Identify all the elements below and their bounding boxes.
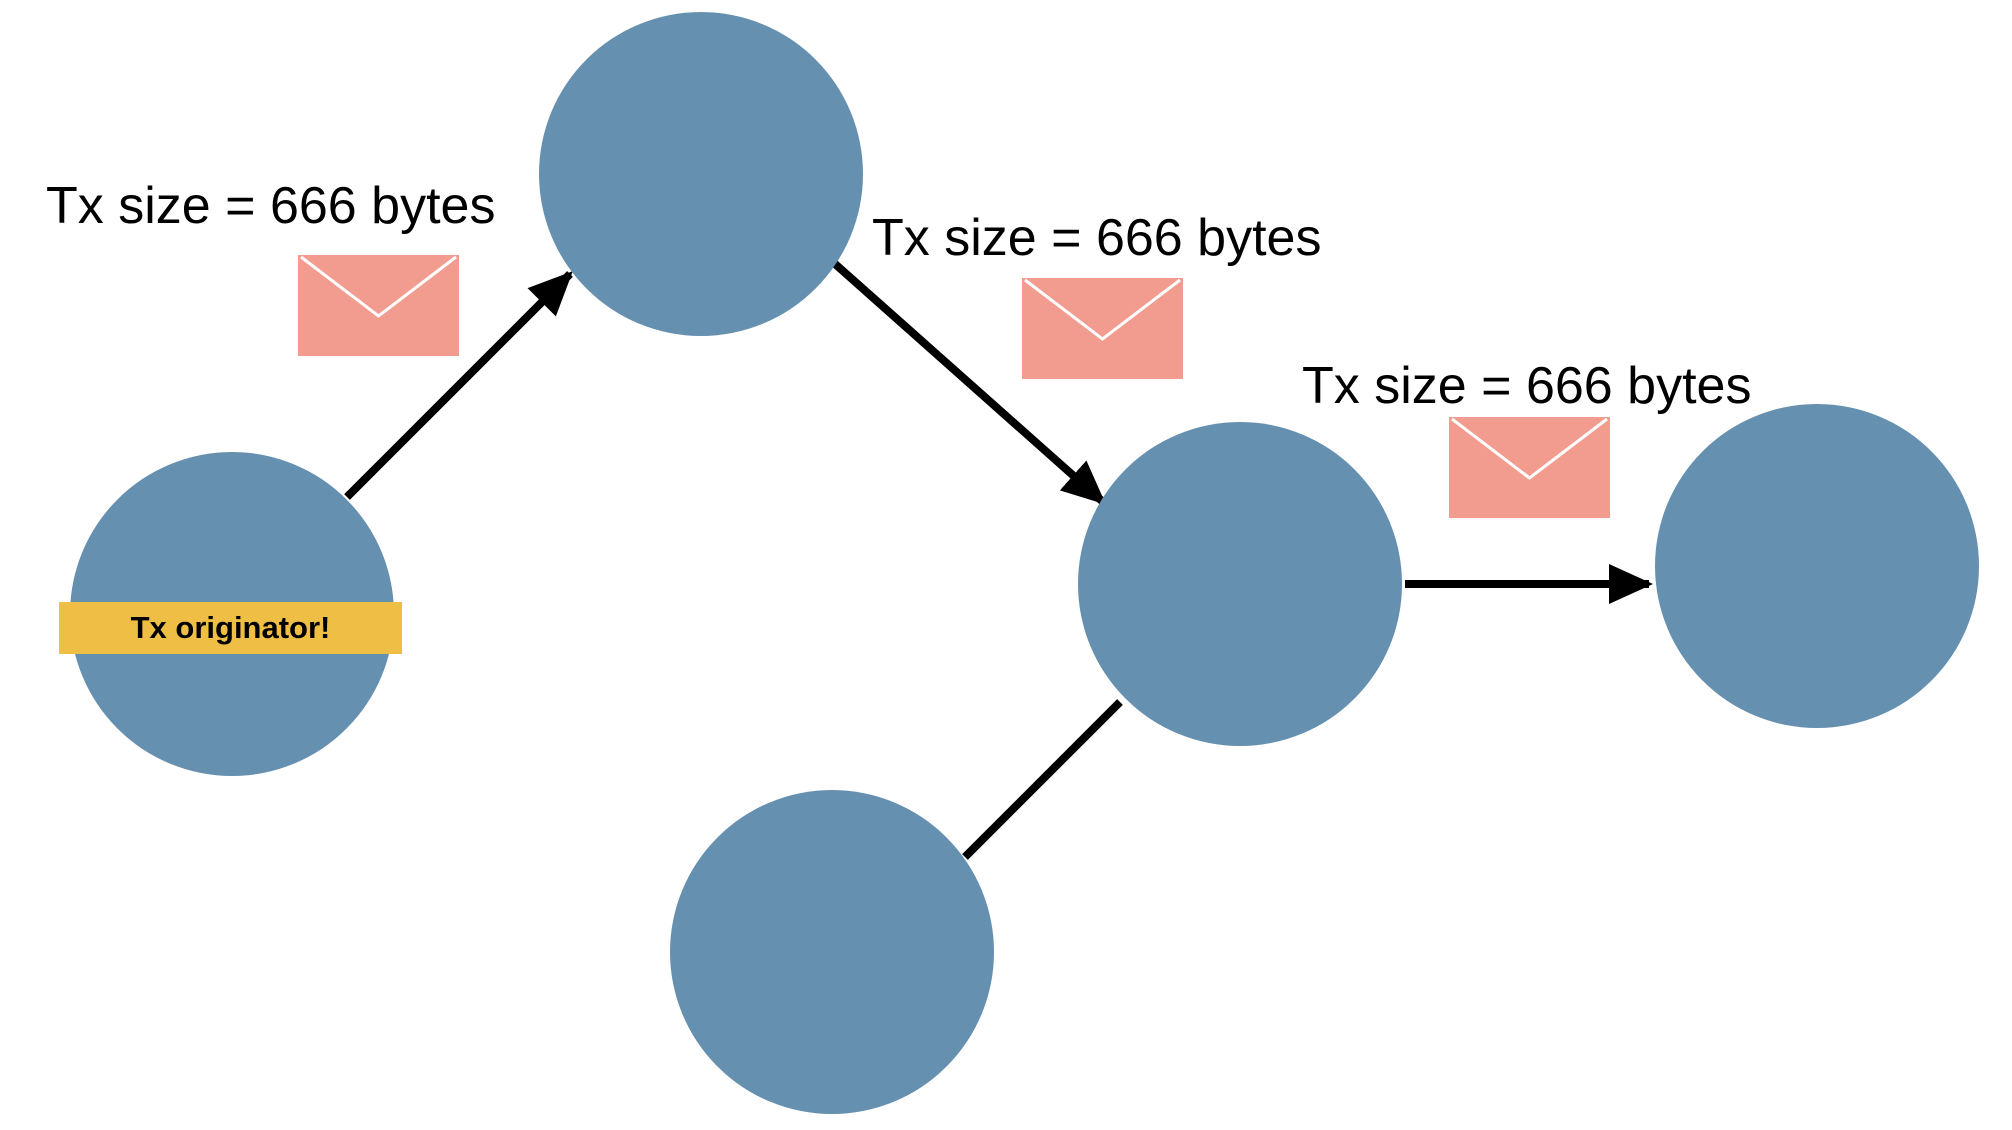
message-size-label-1: Tx size = 666 bytes: [46, 177, 496, 235]
message-size-label-2: Tx size = 666 bytes: [872, 209, 1322, 267]
edge-originator-to-relay-1: [344, 271, 573, 500]
originator-badge: Tx originator!: [59, 602, 402, 654]
envelope-icon: [1022, 278, 1183, 379]
edge-peer-bottom-to-relay-2: [962, 699, 1123, 860]
edge-relay-1-to-relay-2: [831, 260, 1106, 505]
node-relay-2: [1078, 422, 1402, 746]
message-size-label-3: Tx size = 666 bytes: [1302, 357, 1752, 415]
envelope-icon: [298, 255, 459, 356]
envelope-icon: [1449, 417, 1610, 518]
node-receiver: [1655, 404, 1979, 728]
node-peer-bottom: [670, 790, 994, 1114]
node-relay-1: [539, 12, 863, 336]
